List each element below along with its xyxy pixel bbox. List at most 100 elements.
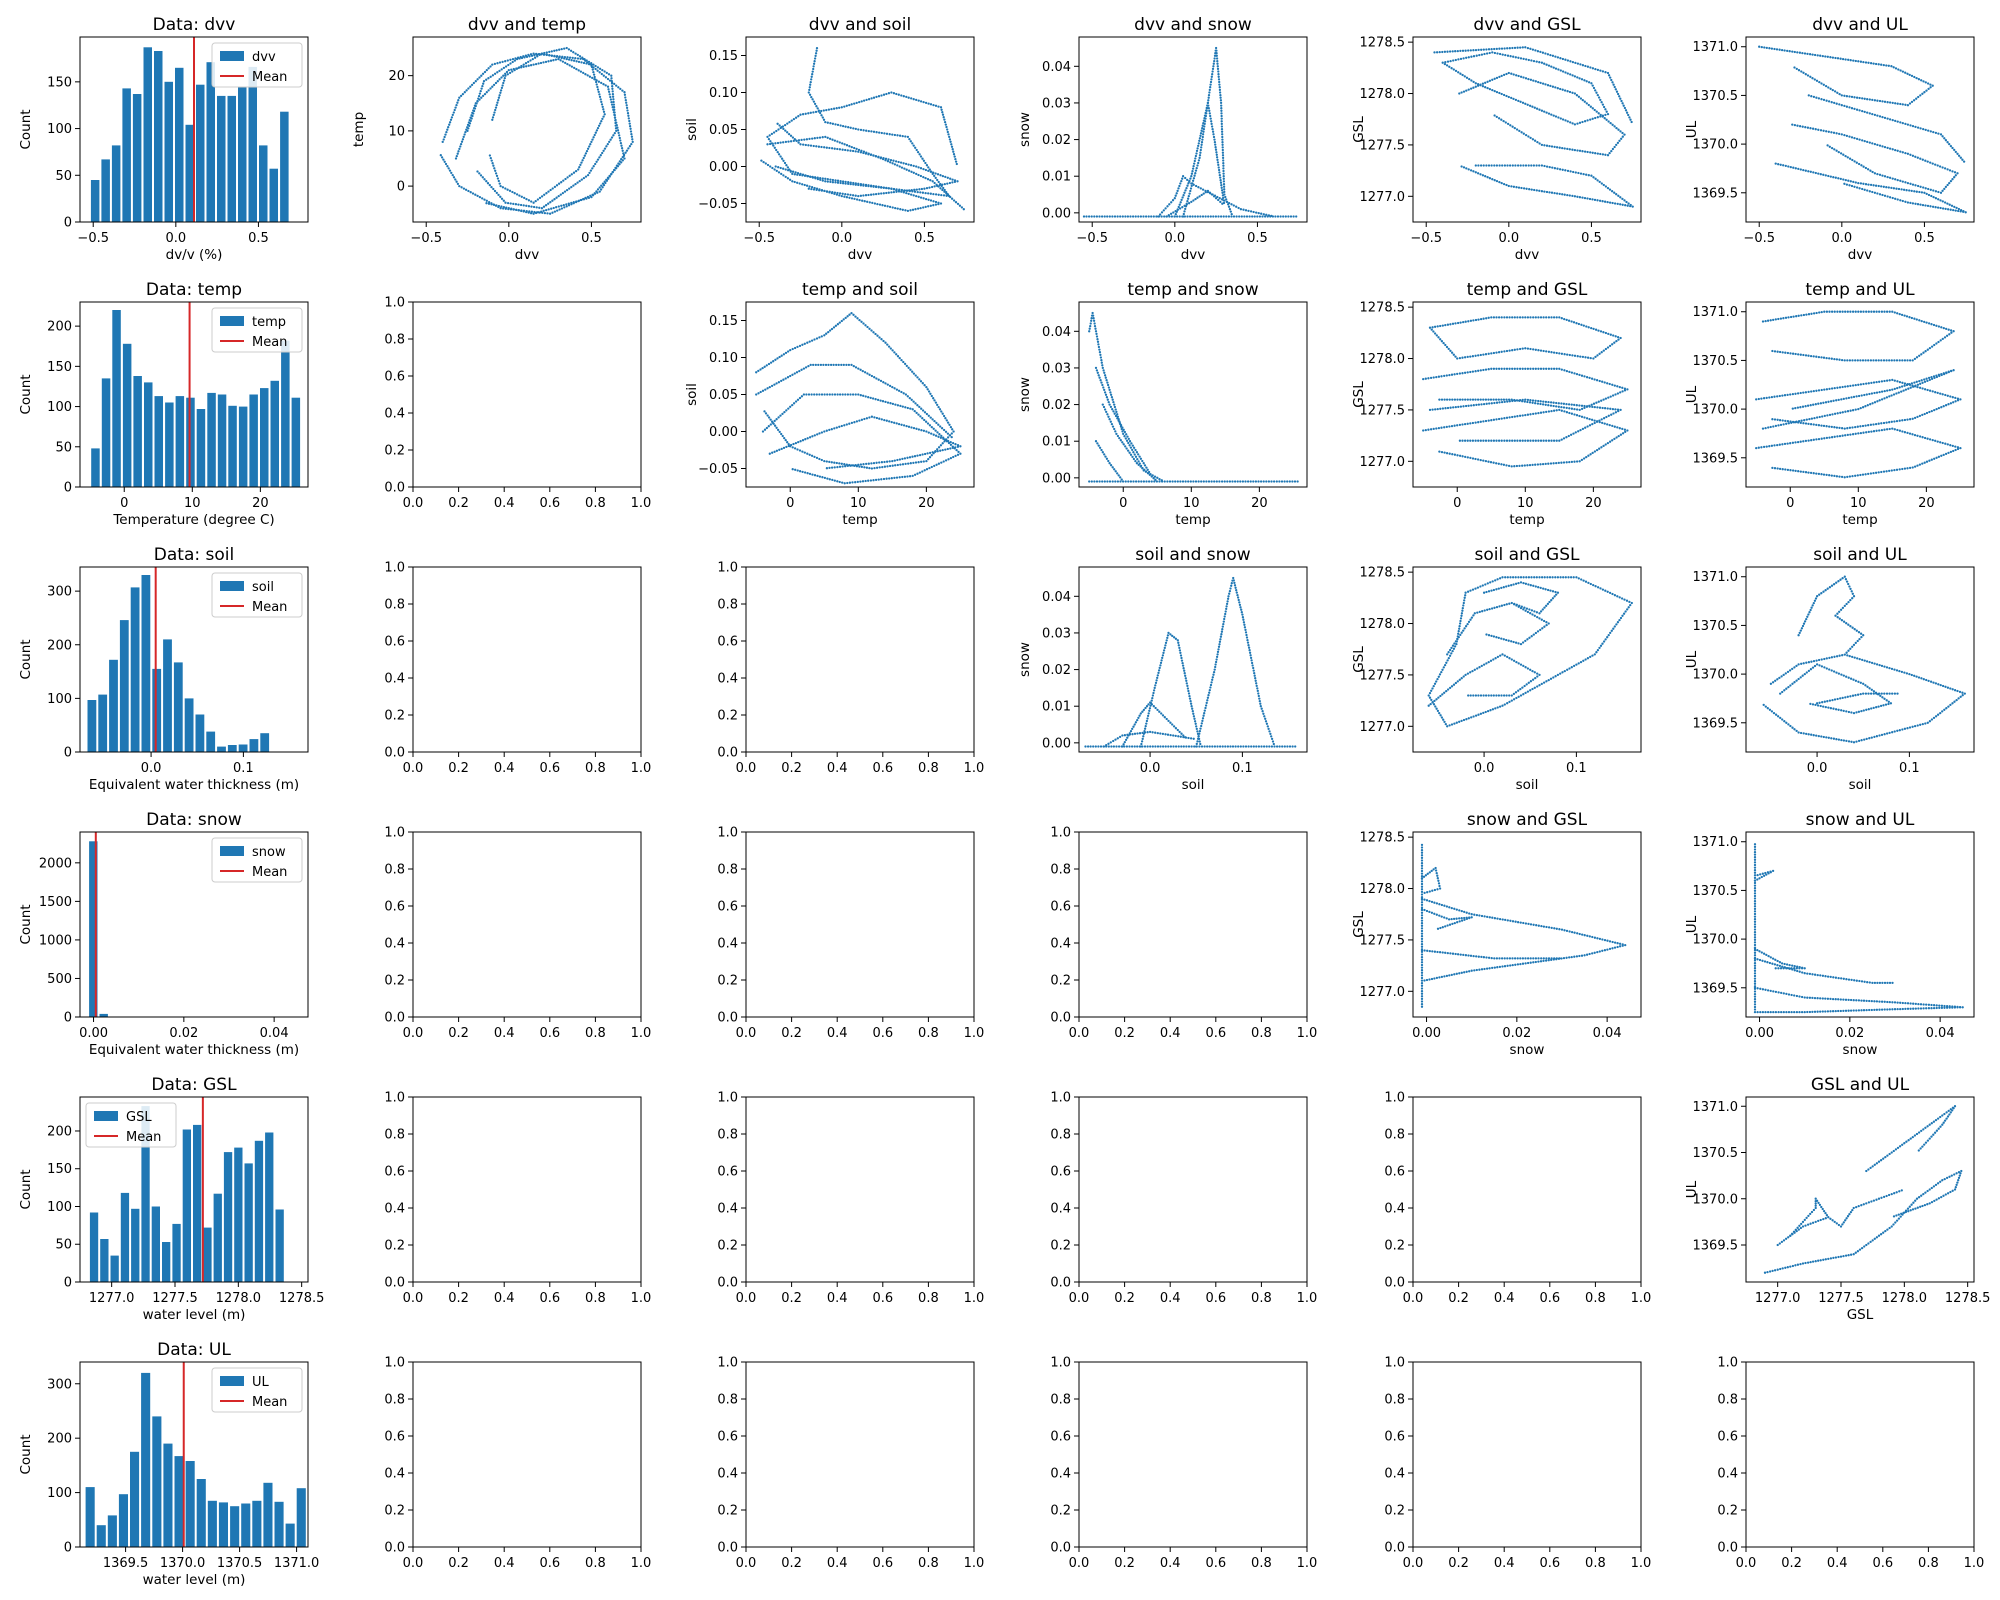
y-tick-label: 100 (47, 1486, 72, 1501)
scatter-series-3-point-30 (487, 89, 490, 92)
scatter-series-1-point-113 (591, 167, 594, 170)
scatter-series-3-point-36 (498, 78, 501, 81)
scatter-series-0-point-92 (1881, 100, 1884, 103)
scatter-series-0-point-78 (1613, 341, 1616, 344)
scatter-series-2-point-99 (1582, 457, 1586, 460)
scatter-series-1-point-74 (1621, 135, 1624, 138)
scatter-series-1-point-27 (498, 69, 501, 73)
scatter-series-0-point-42 (1191, 215, 1194, 218)
scatter-series-1-point-6 (1472, 86, 1475, 89)
scatter-series-2-point-137 (1484, 459, 1488, 463)
scatter-series-1-point-97 (1220, 125, 1224, 128)
scatter-series-1-point-87 (1596, 152, 1599, 155)
scatter-series-0-point-154 (548, 212, 552, 215)
scatter-series-2-point-126 (515, 193, 519, 196)
scatter-series-1-point-52 (1581, 98, 1584, 102)
scatter-series-0-point-24 (1490, 316, 1493, 319)
scatter-series-1-point-22 (1848, 135, 1851, 138)
scatter-series-1-point-28 (1863, 139, 1866, 143)
scatter-series-0-point-97 (1868, 98, 1871, 101)
scatter-series-0-point-186 (469, 191, 472, 194)
scatter-series-2-point-95 (1591, 451, 1594, 455)
scatter-series-3-point-78 (1610, 413, 1613, 416)
scatter-series-0-point-39 (1862, 310, 1865, 313)
scatter-series-2-point-90 (1931, 205, 1935, 208)
scatter-series-2-point-127 (1838, 475, 1841, 478)
scatter-series-2-point-3 (1097, 374, 1100, 377)
scatter-series-0-point-53 (1898, 312, 1901, 316)
scatter-series-1-point-27 (1522, 76, 1525, 79)
scatter-series-1-point-103 (1568, 407, 1571, 410)
scatter-series-2-point-10 (1448, 425, 1451, 428)
scatter-series-0-point-79 (1912, 99, 1916, 102)
scatter-series-0-point-64 (1248, 215, 1251, 218)
scatter-series-1-point-150 (509, 202, 512, 205)
scatter-series-3-point-172 (487, 202, 491, 205)
scatter-series-0-point-95 (1873, 99, 1877, 102)
scatter-series-0-point-50 (1891, 310, 1894, 313)
histogram-bar (207, 1500, 217, 1547)
scatter-series-2-point-88 (934, 450, 937, 453)
scatter-series-4-point-22 (1212, 195, 1216, 198)
scatter-series-3-point-129 (1482, 439, 1485, 442)
scatter-series-3-point-75 (947, 194, 950, 197)
scatter-series-2-point-125 (789, 134, 793, 137)
scatter-series-2-point-35 (853, 421, 856, 424)
scatter-series-1-point-61 (1599, 113, 1602, 117)
x-tick-label: 10 (850, 496, 867, 511)
scatter-series-3-point-47 (1249, 210, 1253, 213)
scatter-series-1-point-147 (517, 203, 520, 206)
scatter-series-1-point-61 (578, 55, 582, 58)
scatter-series-1-point-77 (1616, 141, 1620, 145)
scatter-series-1-point-38 (1549, 84, 1552, 88)
scatter-series-2-point-61 (949, 177, 952, 180)
scatter-series-3-point-26 (833, 139, 837, 142)
scatter-series-2-point-34 (1132, 446, 1136, 449)
scatter-series-3-point-28 (819, 363, 823, 367)
scatter-series-0-point-91 (1584, 356, 1587, 359)
y-tick-label: 500 (47, 972, 72, 987)
scatter-series-0-point-80 (1608, 344, 1612, 348)
scatter-series-3-point-19 (798, 369, 801, 373)
scatter-series-2-point-41 (913, 188, 916, 191)
scatter-series-2-point-7 (1101, 383, 1104, 387)
scatter-series-0-point-199 (840, 106, 843, 109)
scatter-series-0-point-143 (863, 466, 866, 469)
scatter-series-0-point-68 (1258, 215, 1262, 218)
scatter-series-0-point-118 (1513, 348, 1516, 351)
scatter-series-0-point-76 (1919, 94, 1922, 97)
scatter-series-1-point-54 (1929, 161, 1932, 164)
scatter-series-2-point-100 (1906, 201, 1910, 204)
scatter-series-2-point-53 (1560, 409, 1563, 412)
scatter-series-0-point-114 (1827, 86, 1830, 89)
scatter-series-0-point-179 (780, 432, 783, 436)
scatter-series-1-point-10 (1092, 319, 1096, 322)
scatter-series-0-point-195 (452, 176, 456, 179)
scatter-series-2-point-85 (889, 158, 893, 162)
x-tick-label: 0.0 (498, 231, 519, 246)
scatter-series-0-point-198 (838, 106, 841, 109)
scatter-series-2-point-153 (1443, 451, 1446, 454)
scatter-series-0-point-34 (1849, 310, 1852, 313)
scatter-series-0-point-57 (1230, 215, 1233, 218)
scatter-series-1-point-120 (1515, 128, 1519, 131)
scatter-series-0-point-95 (940, 410, 943, 413)
scatter-series-3-point-81 (1621, 102, 1624, 105)
scatter-series-2-point-50 (1900, 188, 1903, 191)
scatter-series-1-point-53 (907, 192, 910, 196)
scatter-series-2-point-65 (1629, 204, 1632, 208)
scatter-series-3-point-7 (460, 140, 464, 143)
scatter-series-2-point-57 (907, 425, 911, 428)
scatter-series-2-point-82 (1952, 208, 1955, 212)
scatter-series-3-point-147 (550, 207, 553, 210)
scatter-series-2-point-82 (897, 160, 900, 164)
scatter-series-0-point-171 (772, 131, 776, 134)
scatter-series-0-point-25 (1825, 310, 1829, 313)
scatter-series-3-point-10 (792, 139, 795, 143)
x-tick-label: 0.0 (1164, 231, 1185, 246)
scatter-series-1-point-22 (1098, 351, 1102, 354)
scatter-series-0-point-11 (451, 113, 454, 117)
scatter-series-4-point-21 (1210, 193, 1214, 196)
